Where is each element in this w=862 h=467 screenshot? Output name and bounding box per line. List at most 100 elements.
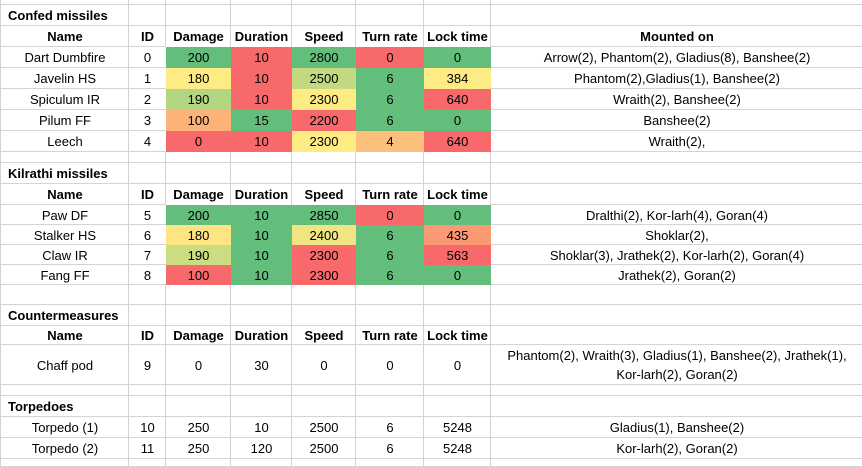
section-title-cell[interactable]: Countermeasures xyxy=(1,305,129,326)
cell-speed[interactable]: 2500 xyxy=(292,68,356,89)
empty-cell[interactable] xyxy=(231,305,292,326)
header-id[interactable]: ID xyxy=(129,184,166,205)
cell-turn[interactable]: 0 xyxy=(356,345,424,385)
empty-cell[interactable] xyxy=(129,285,166,305)
cell-mounted[interactable]: Phantom(2),Gladius(1), Banshee(2) xyxy=(491,68,862,89)
empty-cell[interactable] xyxy=(166,459,231,467)
empty-cell[interactable] xyxy=(166,385,231,396)
empty-cell[interactable] xyxy=(356,305,424,326)
empty-cell[interactable] xyxy=(231,152,292,163)
cell-damage[interactable]: 100 xyxy=(166,110,231,131)
empty-cell[interactable] xyxy=(1,152,129,163)
cell-damage[interactable]: 200 xyxy=(166,205,231,225)
cell-name[interactable]: Torpedo (1) xyxy=(1,417,129,438)
cell-id[interactable]: 5 xyxy=(129,205,166,225)
header-lock[interactable]: Lock time xyxy=(424,326,491,345)
cell-duration[interactable]: 120 xyxy=(231,438,292,459)
empty-cell[interactable] xyxy=(129,396,166,417)
cell-mounted[interactable]: Dralthi(2), Kor-larh(4), Goran(4) xyxy=(491,205,862,225)
cell-mounted[interactable]: Arrow(2), Phantom(2), Gladius(8), Banshe… xyxy=(491,47,862,68)
empty-cell[interactable] xyxy=(491,152,862,163)
cell-damage[interactable]: 190 xyxy=(166,89,231,110)
cell-turn[interactable]: 6 xyxy=(356,417,424,438)
header-damage[interactable]: Damage xyxy=(166,184,231,205)
header-mounted[interactable]: Mounted on xyxy=(491,26,862,47)
cell-turn[interactable]: 4 xyxy=(356,131,424,152)
empty-cell[interactable] xyxy=(166,5,231,26)
header-duration[interactable]: Duration xyxy=(231,26,292,47)
cell-name[interactable]: Spiculum IR xyxy=(1,89,129,110)
cell-turn[interactable]: 6 xyxy=(356,110,424,131)
empty-cell[interactable] xyxy=(166,285,231,305)
cell-damage[interactable]: 180 xyxy=(166,68,231,89)
empty-cell[interactable] xyxy=(292,305,356,326)
empty-cell[interactable] xyxy=(292,152,356,163)
cell-duration[interactable]: 30 xyxy=(231,345,292,385)
cell-name[interactable]: Stalker HS xyxy=(1,225,129,245)
header-name[interactable]: Name xyxy=(1,184,129,205)
empty-cell[interactable] xyxy=(292,396,356,417)
empty-cell[interactable] xyxy=(1,385,129,396)
empty-cell[interactable] xyxy=(231,163,292,184)
cell-name[interactable]: Leech xyxy=(1,131,129,152)
cell-damage[interactable]: 0 xyxy=(166,131,231,152)
empty-cell[interactable] xyxy=(356,152,424,163)
cell-speed[interactable]: 2300 xyxy=(292,265,356,285)
cell-speed[interactable]: 2800 xyxy=(292,47,356,68)
cell-speed[interactable]: 2300 xyxy=(292,245,356,265)
cell-damage[interactable]: 200 xyxy=(166,47,231,68)
cell-turn[interactable]: 0 xyxy=(356,47,424,68)
empty-cell[interactable] xyxy=(1,285,129,305)
empty-cell[interactable] xyxy=(424,163,491,184)
header-turn[interactable]: Turn rate xyxy=(356,26,424,47)
cell-id[interactable]: 8 xyxy=(129,265,166,285)
empty-cell[interactable] xyxy=(231,385,292,396)
header-mounted[interactable] xyxy=(491,184,862,205)
cell-lock[interactable]: 0 xyxy=(424,110,491,131)
cell-lock[interactable]: 384 xyxy=(424,68,491,89)
cell-lock[interactable]: 0 xyxy=(424,345,491,385)
cell-lock[interactable]: 0 xyxy=(424,47,491,68)
cell-id[interactable]: 9 xyxy=(129,345,166,385)
empty-cell[interactable] xyxy=(292,285,356,305)
cell-name[interactable]: Claw IR xyxy=(1,245,129,265)
empty-cell[interactable] xyxy=(231,396,292,417)
header-speed[interactable]: Speed xyxy=(292,184,356,205)
empty-cell[interactable] xyxy=(356,285,424,305)
cell-id[interactable]: 1 xyxy=(129,68,166,89)
cell-name[interactable]: Chaff pod xyxy=(1,345,129,385)
cell-speed[interactable]: 2300 xyxy=(292,131,356,152)
empty-cell[interactable] xyxy=(1,459,129,467)
empty-cell[interactable] xyxy=(292,5,356,26)
cell-turn[interactable]: 0 xyxy=(356,205,424,225)
empty-cell[interactable] xyxy=(231,285,292,305)
empty-cell[interactable] xyxy=(356,396,424,417)
empty-cell[interactable] xyxy=(356,163,424,184)
empty-cell[interactable] xyxy=(491,5,862,26)
cell-damage[interactable]: 100 xyxy=(166,265,231,285)
empty-cell[interactable] xyxy=(292,459,356,467)
cell-name[interactable]: Paw DF xyxy=(1,205,129,225)
header-turn[interactable]: Turn rate xyxy=(356,326,424,345)
cell-speed[interactable]: 2850 xyxy=(292,205,356,225)
cell-speed[interactable]: 2200 xyxy=(292,110,356,131)
cell-mounted[interactable]: Jrathek(2), Goran(2) xyxy=(491,265,862,285)
cell-mounted[interactable]: Banshee(2) xyxy=(491,110,862,131)
empty-cell[interactable] xyxy=(356,385,424,396)
cell-duration[interactable]: 10 xyxy=(231,417,292,438)
cell-mounted[interactable]: Shoklar(2), xyxy=(491,225,862,245)
cell-turn[interactable]: 6 xyxy=(356,89,424,110)
empty-cell[interactable] xyxy=(491,163,862,184)
cell-lock[interactable]: 5248 xyxy=(424,417,491,438)
section-title-cell[interactable]: Torpedoes xyxy=(1,396,129,417)
cell-duration[interactable]: 10 xyxy=(231,131,292,152)
header-name[interactable]: Name xyxy=(1,26,129,47)
header-turn[interactable]: Turn rate xyxy=(356,184,424,205)
cell-mounted[interactable]: Shoklar(3), Jrathek(2), Kor-larh(2), Gor… xyxy=(491,245,862,265)
header-lock[interactable]: Lock time xyxy=(424,26,491,47)
cell-mounted[interactable]: Phantom(2), Wraith(3), Gladius(1), Bansh… xyxy=(491,345,862,385)
empty-cell[interactable] xyxy=(166,152,231,163)
cell-lock[interactable]: 640 xyxy=(424,89,491,110)
cell-id[interactable]: 2 xyxy=(129,89,166,110)
empty-cell[interactable] xyxy=(231,459,292,467)
